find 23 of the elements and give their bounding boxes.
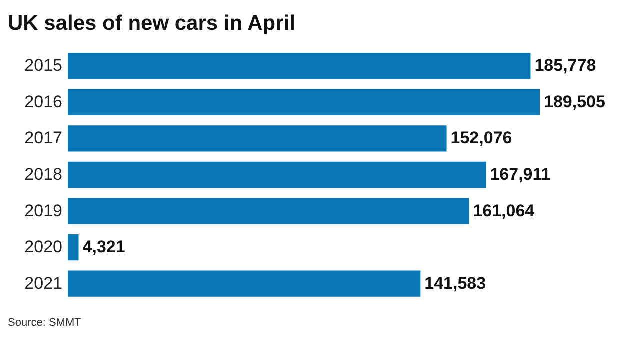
y-tick-label: 2015 (24, 56, 62, 76)
bar (68, 270, 421, 297)
bar (68, 53, 531, 80)
bar (68, 89, 540, 116)
y-tick-label: 2020 (24, 238, 62, 257)
y-tick-label: 2016 (24, 92, 62, 112)
data-label: 152,076 (450, 128, 512, 148)
data-label: 4,321 (82, 238, 126, 257)
bar (68, 126, 447, 152)
bar (68, 162, 486, 188)
chart-title: UK sales of new cars in April (8, 12, 296, 35)
data-label: 141,583 (424, 274, 486, 293)
y-tick-label: 2019 (24, 201, 62, 220)
y-tick-label: 2021 (24, 274, 62, 293)
source-note: Source: SMMT (8, 317, 82, 329)
data-label: 161,064 (473, 201, 536, 220)
y-tick-label: 2018 (24, 165, 62, 184)
data-label: 167,911 (490, 165, 551, 184)
data-label: 189,505 (544, 92, 606, 112)
data-label: 185,778 (534, 56, 596, 76)
y-tick-label: 2017 (24, 128, 62, 148)
bar (68, 198, 470, 224)
bar (68, 234, 79, 261)
